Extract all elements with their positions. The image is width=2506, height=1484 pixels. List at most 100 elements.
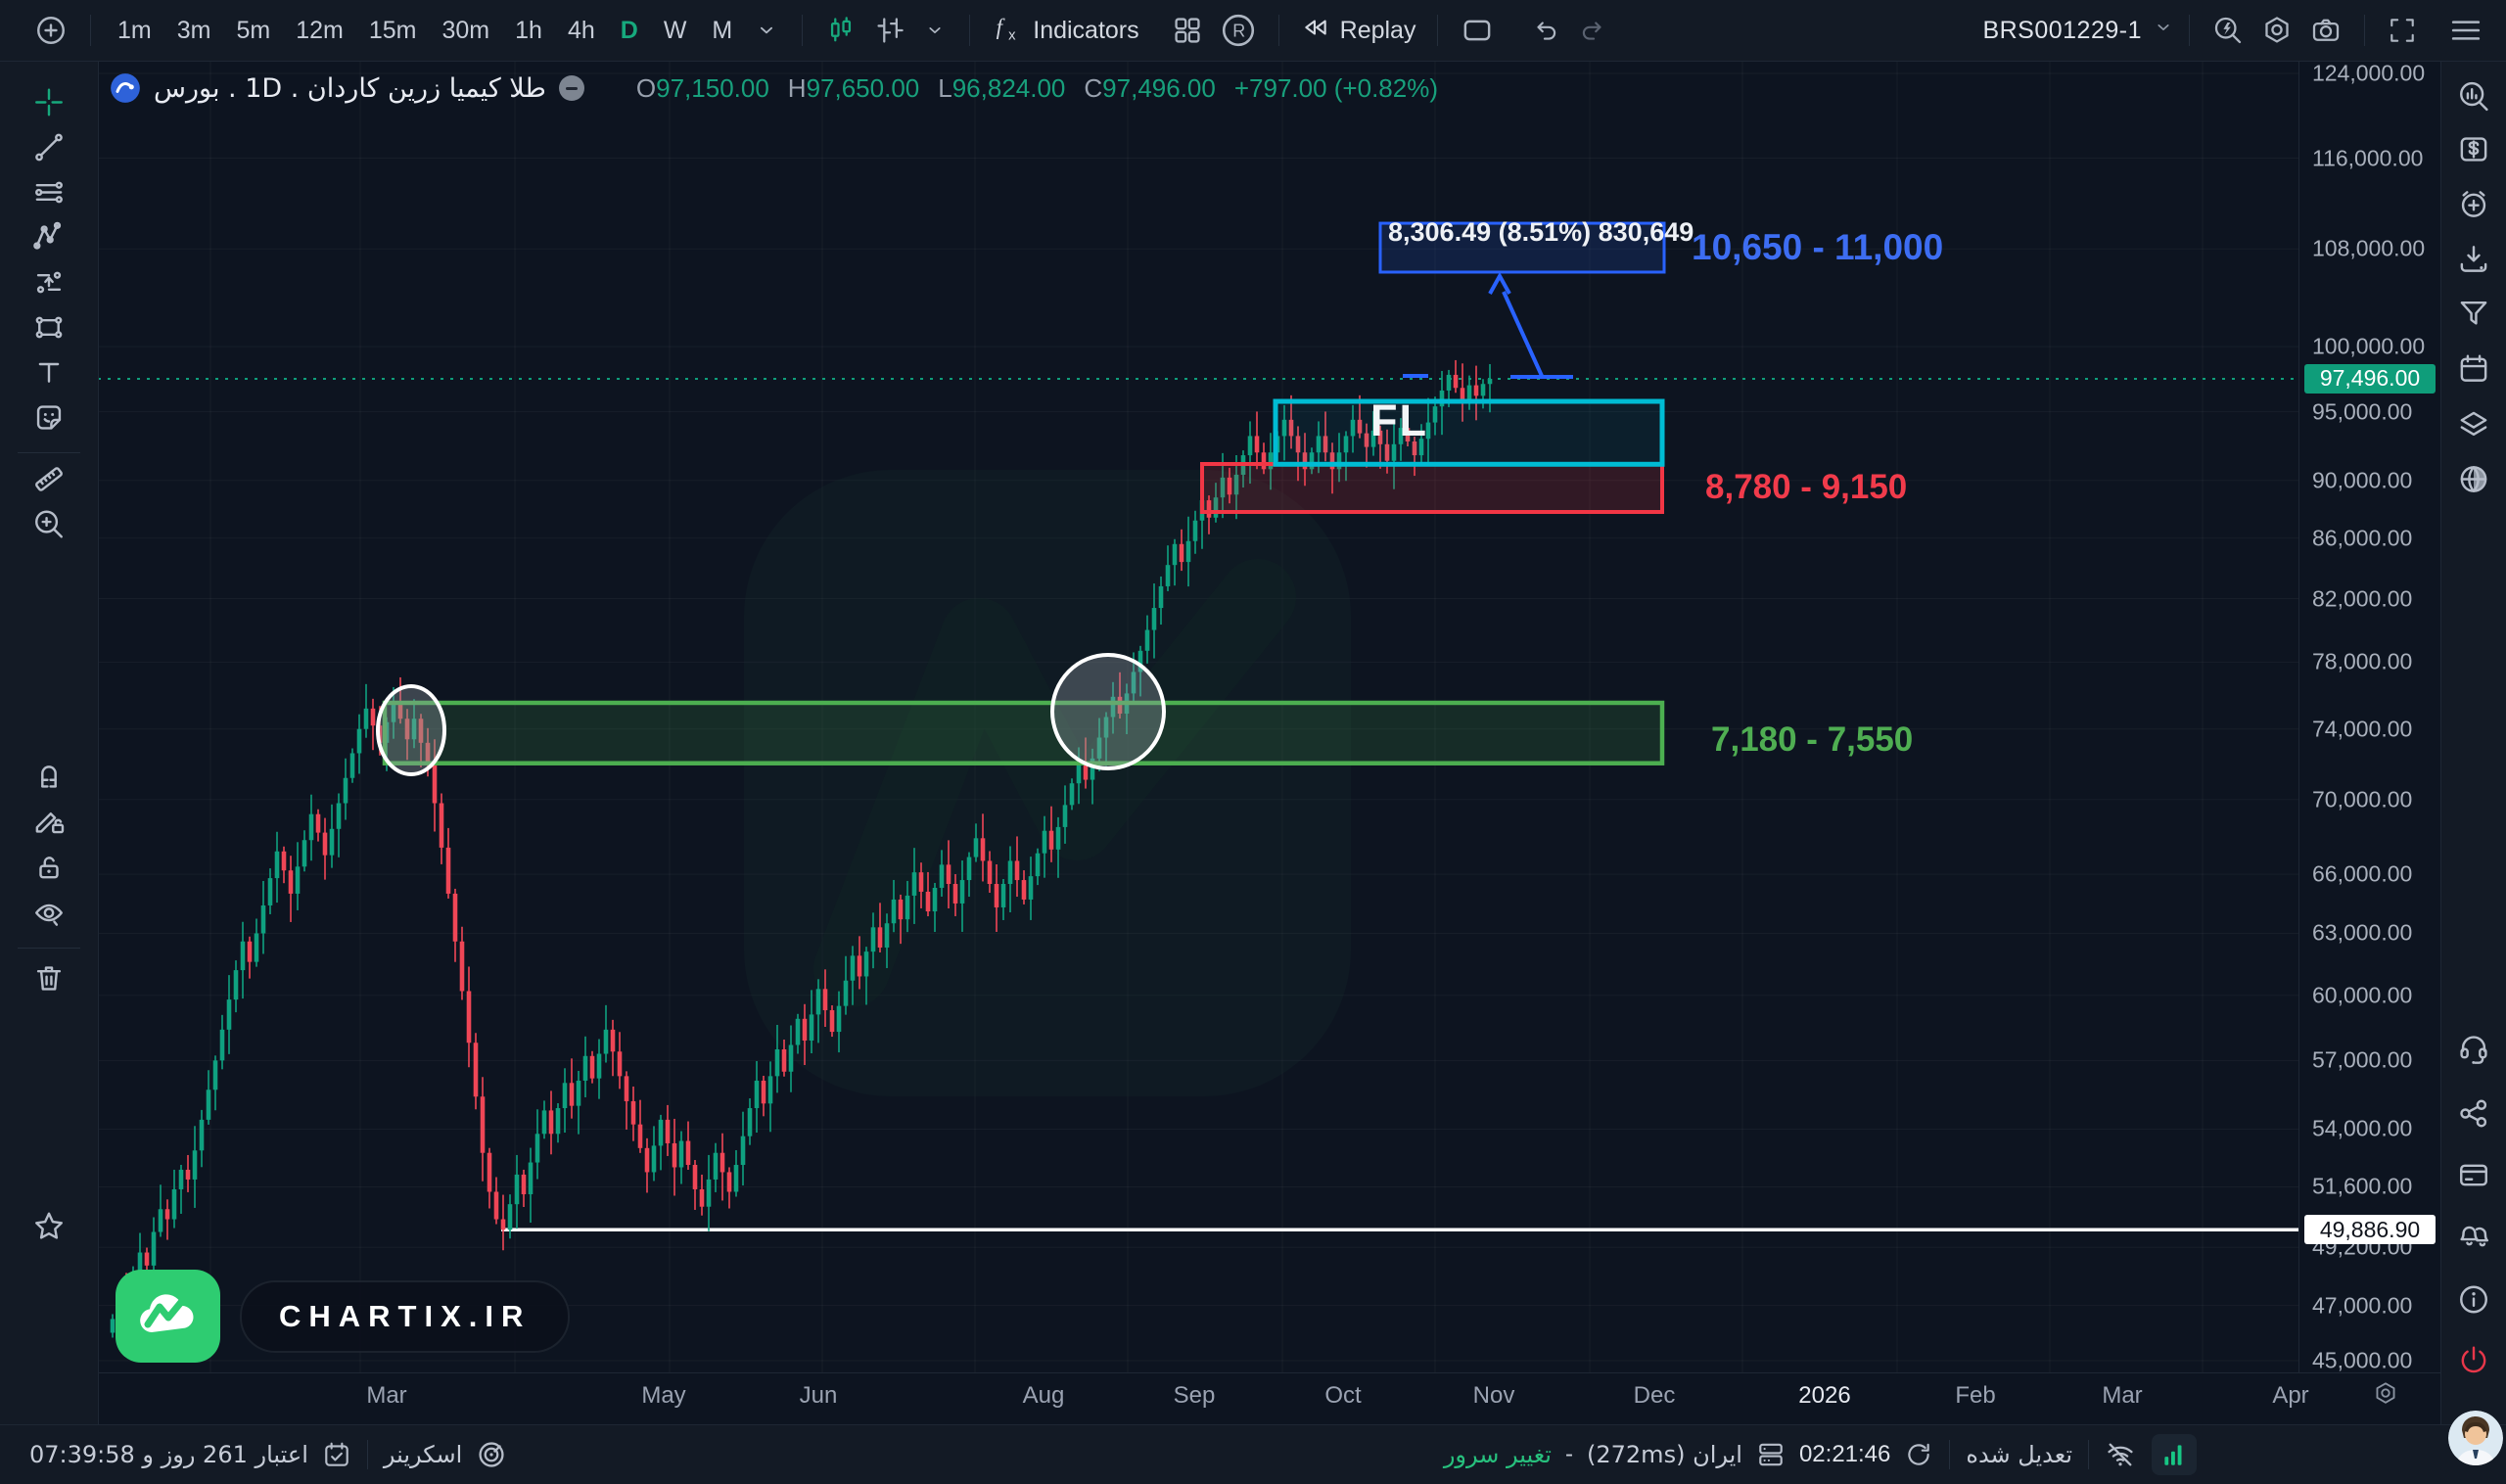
timeframe-3m[interactable]: 3m (176, 16, 211, 44)
high-label: H (787, 72, 807, 103)
user-avatar[interactable] (2448, 1411, 2503, 1465)
fl-zone-box[interactable] (1273, 398, 1665, 467)
measure-arrow[interactable] (1403, 271, 1573, 379)
timeframe-4h[interactable]: 4h (567, 16, 595, 44)
notifications-bells-button[interactable] (2457, 1222, 2490, 1260)
connection-off-icon[interactable] (2105, 1439, 2136, 1470)
screener-button[interactable]: اسکرینر (383, 1441, 463, 1468)
open-label: O (635, 72, 657, 103)
adjusted-toggle[interactable]: تعدیل شده (1966, 1441, 2072, 1468)
volume-bars-button[interactable] (2152, 1434, 2197, 1475)
redo-button[interactable] (1569, 9, 1616, 52)
target-icon (476, 1439, 507, 1470)
price-tick: 74,000.00 (2312, 716, 2413, 742)
credit-status: اعتبار 261 روز و 07:39:58 (29, 1441, 308, 1468)
add-plus-button[interactable] (25, 9, 76, 52)
timeframe-1h[interactable]: 1h (515, 16, 542, 44)
layout-rect-button[interactable] (1452, 9, 1503, 52)
chevron-down-icon (754, 18, 779, 43)
chart-style-bars-button[interactable] (865, 9, 914, 52)
refresh-icon[interactable] (1904, 1440, 1933, 1469)
calendar-button[interactable] (2457, 352, 2490, 391)
ruler-tool[interactable] (32, 463, 66, 501)
crosshair-tool[interactable] (32, 86, 66, 124)
chart-style-more-button[interactable] (914, 9, 955, 52)
drawing-mode-tool[interactable] (32, 805, 66, 843)
price-axis[interactable]: 97,496.00 49,886.90 124,000.00 116,000.00… (2298, 61, 2442, 1373)
time-axis[interactable]: Mar May Jun Aug Sep Oct Nov Dec 2026 Feb Mar Apr (98, 1372, 2441, 1418)
grid-layout-button[interactable] (1163, 9, 1212, 52)
globe-button[interactable] (2457, 463, 2490, 501)
download-button[interactable] (2457, 243, 2490, 281)
fullscreen-icon (2388, 16, 2417, 45)
magnet-tool[interactable] (32, 760, 66, 798)
settings-button[interactable] (2252, 9, 2301, 52)
projection-tool[interactable] (32, 266, 66, 304)
hide-symbol-badge[interactable] (558, 75, 584, 101)
timeframe-1m[interactable]: 1m (117, 16, 152, 44)
main-menu-button[interactable] (2439, 9, 2492, 52)
price-tick: 100,000.00 (2312, 333, 2426, 359)
timeframe-12m[interactable]: 12m (296, 16, 344, 44)
supply-zone-box[interactable] (1200, 462, 1664, 515)
info-button[interactable] (2457, 1283, 2490, 1322)
watchlist-search-button[interactable] (2457, 80, 2490, 118)
alert-add-button[interactable] (2457, 188, 2490, 226)
pattern-tool[interactable] (32, 221, 66, 259)
supply-range-label[interactable]: 8,780 - 9,150 (1705, 468, 1908, 506)
symbol-logo-icon[interactable] (110, 72, 141, 104)
target-zone-box[interactable] (1378, 221, 1666, 274)
timeframe-15m[interactable]: 15m (368, 16, 417, 44)
low-value: 96,824.00 (951, 72, 1066, 103)
zoom-in-tool[interactable] (32, 508, 66, 546)
support-headset-icon (2457, 1036, 2490, 1069)
target-range-label[interactable]: 10,650 - 11,000 (1692, 227, 1944, 267)
chart-style-candles-button[interactable] (816, 9, 865, 52)
layers-button[interactable] (2457, 408, 2490, 446)
timeframe-M[interactable]: M (712, 16, 733, 44)
r-template-button[interactable]: R (1212, 9, 1265, 52)
text-tool[interactable] (32, 356, 66, 394)
server-icon (1756, 1440, 1786, 1469)
fullscreen-button[interactable] (2379, 9, 2426, 52)
symbol-title[interactable]: طلا کیمیا زرین کاردان . 1D . بورس (154, 72, 546, 104)
rectangle-tool[interactable] (32, 311, 66, 349)
timeframe-5m[interactable]: 5m (236, 16, 271, 44)
timeframe-30m[interactable]: 30m (441, 16, 490, 44)
highlight-ellipse-2[interactable] (1050, 653, 1166, 770)
fl-zone-label[interactable]: FL (1370, 395, 1428, 445)
timeframe-D[interactable]: D (620, 16, 638, 44)
hide-drawings-tool[interactable] (32, 897, 66, 935)
power-button[interactable] (2457, 1344, 2490, 1382)
highlight-ellipse-1[interactable] (376, 684, 446, 776)
measure-label[interactable]: 8,306.49 (8.51%) 830,649 (1388, 217, 1694, 247)
timeframe-more-button[interactable] (745, 9, 788, 52)
lock-drawings-tool[interactable] (32, 852, 66, 890)
undo-button[interactable] (1522, 9, 1569, 52)
share-button[interactable] (2457, 1097, 2490, 1136)
demand-zone-box[interactable] (382, 700, 1665, 765)
change-server-button[interactable]: تغییر سرور (1443, 1441, 1552, 1468)
chart-canvas[interactable] (98, 61, 2441, 1425)
filter-button[interactable] (2457, 297, 2490, 335)
power-icon (2457, 1346, 2490, 1381)
trend-line-tool[interactable] (32, 131, 66, 169)
parallel-lines-tool[interactable] (32, 176, 66, 214)
watermark-logo (744, 470, 1351, 1096)
axis-settings-icon[interactable] (2373, 1381, 2398, 1412)
layout-select-button[interactable]: BRS001229-1 (1982, 16, 2175, 46)
replay-button[interactable]: Replay (1293, 13, 1424, 49)
demand-range-label[interactable]: 7,180 - 7,550 (1711, 720, 1914, 759)
payment-card-button[interactable] (2457, 1159, 2490, 1197)
support-headset-button[interactable] (2457, 1032, 2490, 1070)
screenshot-button[interactable] (2301, 9, 2350, 52)
favorites-star[interactable] (32, 1210, 66, 1248)
sticker-tool[interactable] (32, 401, 66, 440)
price-dollar-button[interactable] (2457, 133, 2490, 171)
high-value: 97,650.00 (806, 72, 920, 103)
timeframe-W[interactable]: W (663, 16, 687, 44)
remove-drawings-tool[interactable] (32, 962, 66, 1000)
quick-search-button[interactable] (2204, 9, 2252, 52)
price-tick: 66,000.00 (2312, 860, 2413, 887)
